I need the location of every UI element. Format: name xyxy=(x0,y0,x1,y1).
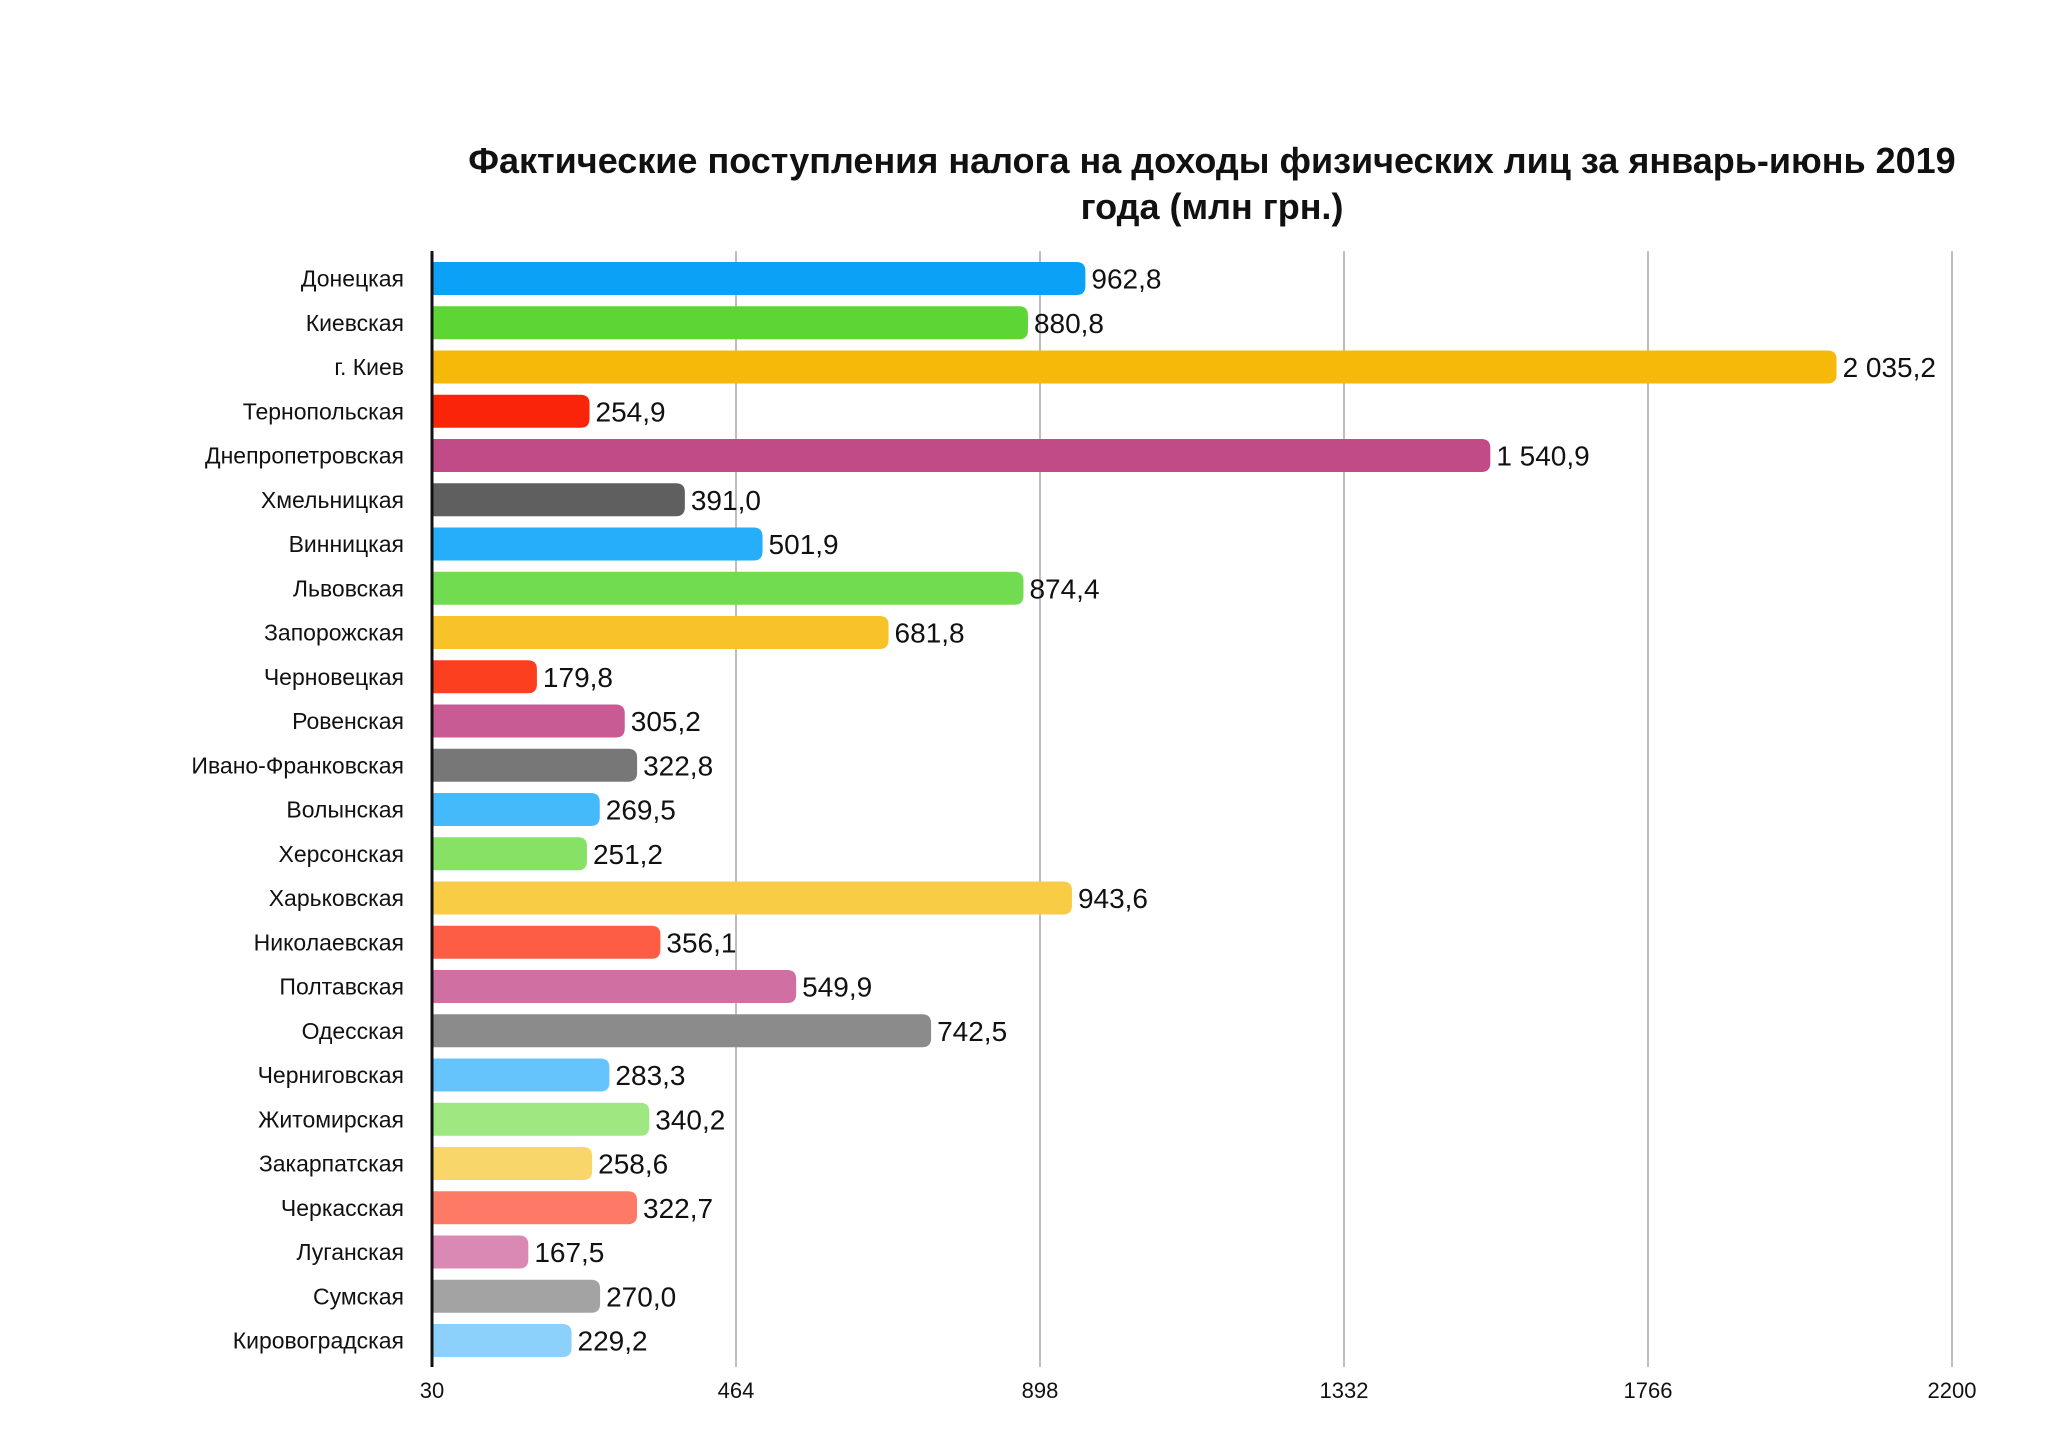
category-label: Волынская xyxy=(286,797,404,823)
bar xyxy=(432,439,1491,472)
x-tick-label: 898 xyxy=(1022,1378,1059,1403)
category-label: г. Киев xyxy=(334,354,404,380)
category-label: Ивано-Франковская xyxy=(191,752,404,778)
bar xyxy=(432,306,1028,340)
bar xyxy=(432,881,1072,915)
bar xyxy=(432,748,638,782)
value-label: 2 035,2 xyxy=(1843,352,1936,383)
category-label: Черновецкая xyxy=(264,664,404,690)
category-label: Полтавская xyxy=(279,974,404,1000)
x-tick-label: 30 xyxy=(420,1378,444,1403)
value-label: 305,2 xyxy=(631,706,701,737)
bar xyxy=(432,837,587,871)
category-label: Запорожская xyxy=(264,620,404,646)
value-label: 962,8 xyxy=(1091,264,1161,295)
value-label: 251,2 xyxy=(593,839,663,870)
bar xyxy=(432,616,889,649)
chart-title: Фактические поступления налога на доходы… xyxy=(432,138,1992,230)
bar xyxy=(432,1235,529,1269)
bar xyxy=(432,660,537,694)
category-labels: Донецкая Киевская г. Киев Тернопольская Днеп… xyxy=(191,266,404,1354)
gridlines xyxy=(735,251,1953,1367)
value-label: 167,5 xyxy=(534,1237,604,1268)
bar xyxy=(432,350,1837,384)
x-tick-label: 464 xyxy=(718,1378,755,1403)
value-label: 340,2 xyxy=(655,1104,725,1135)
bar xyxy=(432,571,1024,605)
bar xyxy=(432,1058,610,1092)
value-label: 356,1 xyxy=(666,927,736,958)
category-label: Николаевская xyxy=(254,929,404,955)
category-label: Днепропетровская xyxy=(205,443,404,469)
category-label: Закарпатская xyxy=(259,1151,404,1177)
bar xyxy=(432,970,797,1003)
category-label: Сумская xyxy=(313,1283,404,1309)
value-label: 322,8 xyxy=(643,750,713,781)
value-label: 874,4 xyxy=(1029,573,1099,604)
category-label: Донецкая xyxy=(301,266,404,292)
bar xyxy=(432,793,600,826)
x-tick-label: 2200 xyxy=(1928,1378,1977,1403)
chart-title-line-2: года (млн грн.) xyxy=(1080,186,1344,227)
category-label: Черкасская xyxy=(281,1195,404,1221)
category-label: Одесская xyxy=(302,1018,404,1044)
category-label: Житомирская xyxy=(258,1106,404,1132)
bar xyxy=(432,262,1086,295)
category-label: Львовская xyxy=(293,575,404,601)
x-tick-label: 1332 xyxy=(1320,1378,1369,1403)
bar xyxy=(432,1324,572,1357)
category-label: Харьковская xyxy=(269,885,404,911)
value-label: 258,6 xyxy=(598,1149,668,1180)
bars xyxy=(432,262,1837,1357)
bar xyxy=(432,1279,601,1313)
category-label: Кировоградская xyxy=(233,1328,404,1354)
category-label: Киевская xyxy=(306,310,404,336)
value-label: 229,2 xyxy=(578,1326,648,1357)
bar xyxy=(432,527,763,561)
value-label: 943,6 xyxy=(1078,883,1148,914)
value-label: 269,5 xyxy=(606,795,676,826)
value-label: 270,0 xyxy=(606,1281,676,1312)
category-label: Хмельницкая xyxy=(261,487,404,513)
value-label: 549,9 xyxy=(802,972,872,1003)
bar xyxy=(432,1147,593,1180)
value-label: 1 540,9 xyxy=(1496,441,1589,472)
category-label: Тернопольская xyxy=(243,398,404,424)
value-label: 501,9 xyxy=(769,529,839,560)
bar xyxy=(432,394,590,428)
bar xyxy=(432,925,661,959)
bar xyxy=(432,1014,932,1048)
value-label: 742,5 xyxy=(937,1016,1007,1047)
value-label: 322,7 xyxy=(643,1193,713,1224)
x-axis-tick-labels: 30 464 898 1332 1766 2200 xyxy=(420,1378,1977,1403)
category-label: Винницкая xyxy=(289,531,404,557)
x-tick-label: 1766 xyxy=(1624,1378,1673,1403)
chart-title-line-1: Фактические поступления налога на доходы… xyxy=(468,140,1956,181)
category-label: Ровенская xyxy=(292,708,404,734)
category-label: Луганская xyxy=(296,1239,404,1265)
bar xyxy=(432,483,685,517)
value-label: 880,8 xyxy=(1034,308,1104,339)
category-label: Херсонская xyxy=(279,841,405,867)
bar xyxy=(432,1102,650,1136)
value-label: 179,8 xyxy=(543,662,613,693)
category-label: Черниговская xyxy=(258,1062,404,1088)
value-label: 391,0 xyxy=(691,485,761,516)
value-label: 254,9 xyxy=(596,396,666,427)
value-label: 681,8 xyxy=(895,618,965,649)
value-labels: 962,8 880,8 2 035,2 254,9 1 540,9 391,0 501,9 8… xyxy=(534,264,1936,1357)
bar xyxy=(432,1191,638,1225)
bar xyxy=(432,704,625,738)
value-label: 283,3 xyxy=(615,1060,685,1091)
